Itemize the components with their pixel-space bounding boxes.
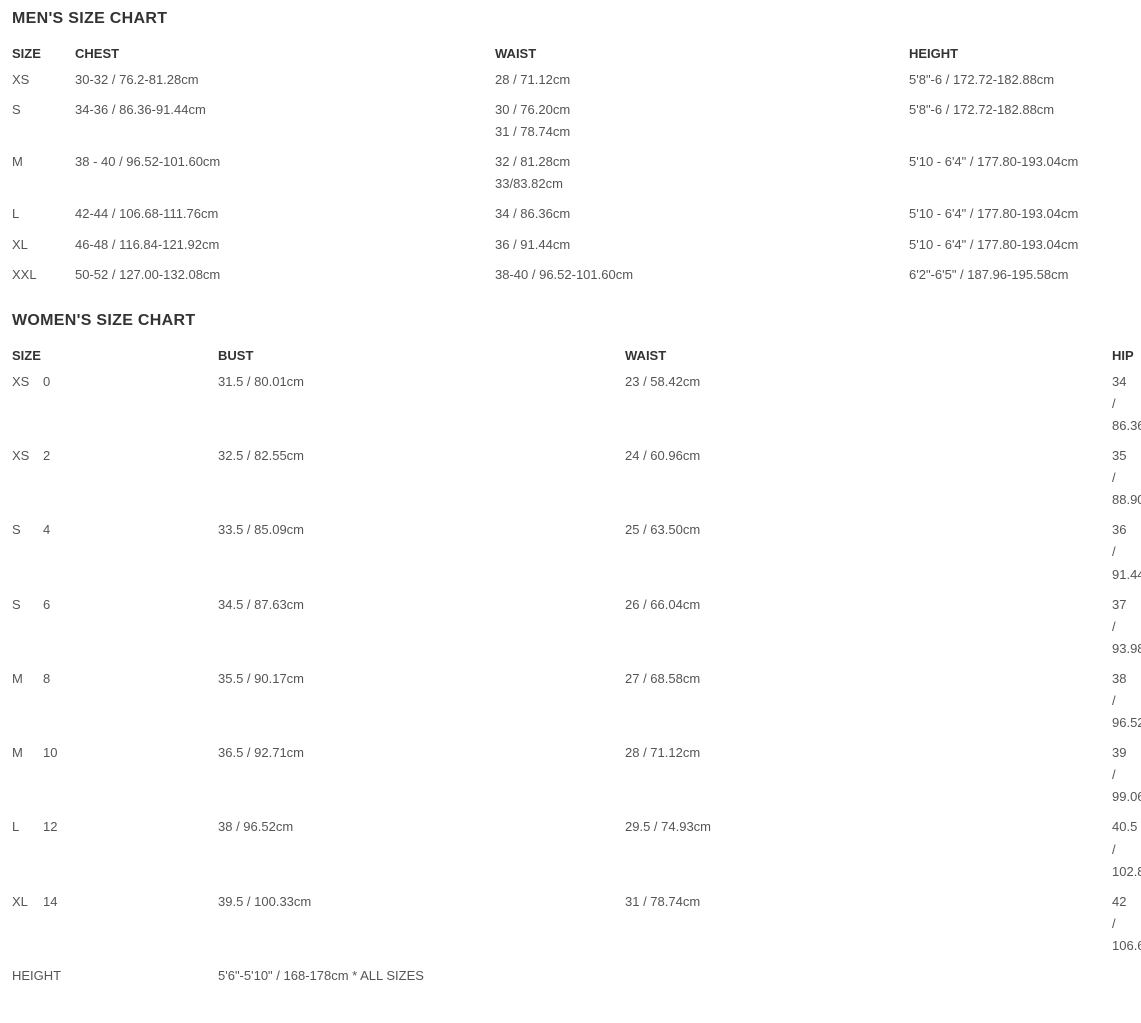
cell-bust: 36.5 / 92.71cm: [218, 738, 625, 812]
cell-chest: 34-36 / 86.36-91.44cm: [75, 95, 495, 147]
cell-bust: 39.5 / 100.33cm: [218, 887, 625, 961]
cell-hip: 38 / 96.52cm: [1112, 664, 1129, 738]
table-row: M38 - 40 / 96.52-101.60cm32 / 81.28cm33/…: [12, 147, 1129, 199]
cell-height: 5'10 - 6'4" / 177.80-193.04cm: [909, 199, 1129, 229]
cell-waist: 29.5 / 74.93cm: [625, 812, 1112, 886]
table-header-row: SIZE BUST WAIST HIP: [12, 344, 1129, 367]
cell-size-letter: XL: [12, 887, 43, 961]
col-waist: WAIST: [625, 344, 1112, 367]
table-row: XS031.5 / 80.01cm23 / 58.42cm34 / 86.36c…: [12, 367, 1129, 441]
cell-size-number: 2: [43, 441, 218, 515]
cell-size-letter: S: [12, 515, 43, 589]
table-row: L42-44 / 106.68-111.76cm34 / 86.36cm5'10…: [12, 199, 1129, 229]
table-row: XXL50-52 / 127.00-132.08cm38-40 / 96.52-…: [12, 260, 1129, 290]
cell-hip: 34 / 86.36cm: [1112, 367, 1129, 441]
cell-waist: 27 / 68.58cm: [625, 664, 1112, 738]
cell-hip: 42 / 106.68cm: [1112, 887, 1129, 961]
cell-size: XL: [12, 230, 75, 260]
cell-size-letter: M: [12, 738, 43, 812]
cell-waist: 34 / 86.36cm: [495, 199, 909, 229]
cell-height: 5'10 - 6'4" / 177.80-193.04cm: [909, 230, 1129, 260]
cell-size: L: [12, 199, 75, 229]
cell-bust: 35.5 / 90.17cm: [218, 664, 625, 738]
cell-waist: 30 / 76.20cm31 / 78.74cm: [495, 95, 909, 147]
cell-height: 6'2"-6'5" / 187.96-195.58cm: [909, 260, 1129, 290]
cell-size-letter: XS: [12, 367, 43, 441]
cell-waist: 25 / 63.50cm: [625, 515, 1112, 589]
mens-size-chart-section: MEN'S SIZE CHART SIZE CHEST WAIST HEIGHT…: [12, 10, 1129, 290]
cell-bust: 32.5 / 82.55cm: [218, 441, 625, 515]
cell-size-letter: L: [12, 812, 43, 886]
womens-height-value: 5'6"-5'10" / 168-178cm * ALL SIZES: [218, 961, 1129, 991]
cell-waist: 32 / 81.28cm33/83.82cm: [495, 147, 909, 199]
cell-hip: 36 / 91.44cm: [1112, 515, 1129, 589]
womens-height-row: HEIGHT 5'6"-5'10" / 168-178cm * ALL SIZE…: [12, 961, 1129, 991]
table-row: M1036.5 / 92.71cm28 / 71.12cm39 / 99.06c…: [12, 738, 1129, 812]
table-row: S34-36 / 86.36-91.44cm30 / 76.20cm31 / 7…: [12, 95, 1129, 147]
table-row: L1238 / 96.52cm29.5 / 74.93cm40.5 / 102.…: [12, 812, 1129, 886]
cell-size: S: [12, 95, 75, 147]
cell-waist: 24 / 60.96cm: [625, 441, 1112, 515]
cell-size: M: [12, 147, 75, 199]
table-row: M835.5 / 90.17cm27 / 68.58cm38 / 96.52cm: [12, 664, 1129, 738]
cell-height: 5'8"-6 / 172.72-182.88cm: [909, 95, 1129, 147]
table-row: S433.5 / 85.09cm25 / 63.50cm36 / 91.44cm: [12, 515, 1129, 589]
cell-size-number: 12: [43, 812, 218, 886]
cell-size-number: 8: [43, 664, 218, 738]
col-waist: WAIST: [495, 42, 909, 65]
cell-size: XS: [12, 65, 75, 95]
cell-chest: 30-32 / 76.2-81.28cm: [75, 65, 495, 95]
cell-waist: 38-40 / 96.52-101.60cm: [495, 260, 909, 290]
cell-hip: 39 / 99.06cm: [1112, 738, 1129, 812]
cell-bust: 33.5 / 85.09cm: [218, 515, 625, 589]
womens-size-chart-section: WOMEN'S SIZE CHART SIZE BUST WAIST HIP X…: [12, 312, 1129, 991]
cell-hip: 35 / 88.90cm: [1112, 441, 1129, 515]
womens-title: WOMEN'S SIZE CHART: [12, 312, 1129, 330]
cell-waist: 36 / 91.44cm: [495, 230, 909, 260]
table-row: XL46-48 / 116.84-121.92cm36 / 91.44cm5'1…: [12, 230, 1129, 260]
cell-waist: 23 / 58.42cm: [625, 367, 1112, 441]
col-chest: CHEST: [75, 42, 495, 65]
cell-size-number: 10: [43, 738, 218, 812]
col-hip: HIP: [1112, 344, 1129, 367]
cell-chest: 46-48 / 116.84-121.92cm: [75, 230, 495, 260]
table-header-row: SIZE CHEST WAIST HEIGHT: [12, 42, 1129, 65]
cell-size-number: 0: [43, 367, 218, 441]
col-bust: BUST: [218, 344, 625, 367]
table-row: XL1439.5 / 100.33cm31 / 78.74cm42 / 106.…: [12, 887, 1129, 961]
cell-chest: 42-44 / 106.68-111.76cm: [75, 199, 495, 229]
cell-waist: 31 / 78.74cm: [625, 887, 1112, 961]
cell-hip: 40.5 / 102.87cm: [1112, 812, 1129, 886]
col-size: SIZE: [12, 344, 218, 367]
cell-size-letter: XS: [12, 441, 43, 515]
womens-size-table: SIZE BUST WAIST HIP XS031.5 / 80.01cm23 …: [12, 344, 1129, 991]
cell-height: 5'8"-6 / 172.72-182.88cm: [909, 65, 1129, 95]
cell-size-number: 4: [43, 515, 218, 589]
col-size: SIZE: [12, 42, 75, 65]
cell-size-letter: M: [12, 664, 43, 738]
cell-chest: 38 - 40 / 96.52-101.60cm: [75, 147, 495, 199]
mens-title: MEN'S SIZE CHART: [12, 10, 1129, 28]
cell-bust: 31.5 / 80.01cm: [218, 367, 625, 441]
cell-waist: 28 / 71.12cm: [495, 65, 909, 95]
cell-size-number: 14: [43, 887, 218, 961]
col-height: HEIGHT: [909, 42, 1129, 65]
table-row: XS232.5 / 82.55cm24 / 60.96cm35 / 88.90c…: [12, 441, 1129, 515]
cell-waist: 28 / 71.12cm: [625, 738, 1112, 812]
womens-height-label: HEIGHT: [12, 961, 218, 991]
table-row: XS30-32 / 76.2-81.28cm28 / 71.12cm5'8"-6…: [12, 65, 1129, 95]
mens-size-table: SIZE CHEST WAIST HEIGHT XS30-32 / 76.2-8…: [12, 42, 1129, 290]
cell-bust: 38 / 96.52cm: [218, 812, 625, 886]
cell-height: 5'10 - 6'4" / 177.80-193.04cm: [909, 147, 1129, 199]
cell-size: XXL: [12, 260, 75, 290]
cell-chest: 50-52 / 127.00-132.08cm: [75, 260, 495, 290]
